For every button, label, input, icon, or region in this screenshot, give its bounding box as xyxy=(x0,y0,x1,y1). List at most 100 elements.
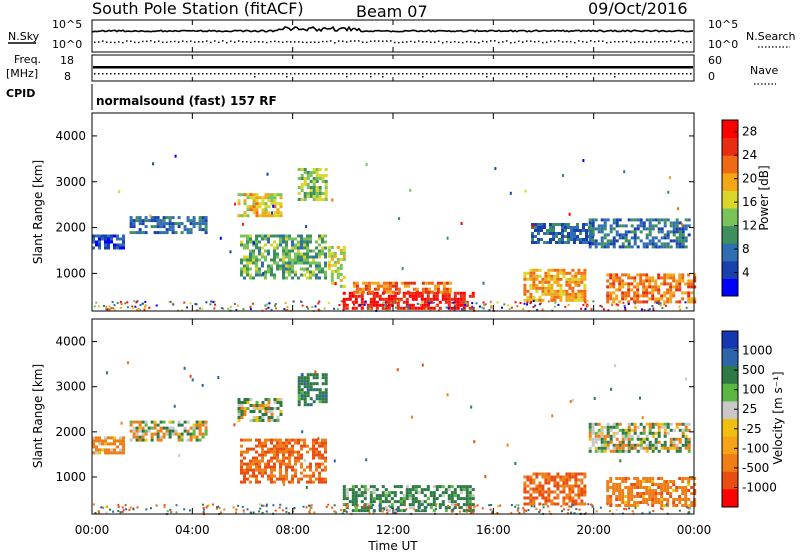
noise-cell xyxy=(532,300,535,302)
data-cell xyxy=(168,228,172,232)
data-cell xyxy=(288,453,291,457)
data-cell xyxy=(246,237,249,241)
data-cell xyxy=(110,240,113,244)
nave-point xyxy=(526,76,528,78)
x-tick-label: 08:00 xyxy=(275,523,310,537)
data-cell xyxy=(532,277,536,281)
data-cell xyxy=(568,493,572,497)
data-cell xyxy=(648,480,652,483)
data-cell xyxy=(423,303,427,307)
data-cell xyxy=(618,276,622,280)
noise-cell xyxy=(519,302,522,304)
data-cell xyxy=(159,219,163,223)
noise-cell xyxy=(183,366,186,370)
nave-point xyxy=(498,73,500,75)
data-cell xyxy=(648,422,652,426)
data-cell xyxy=(303,243,306,247)
data-cell xyxy=(318,195,322,198)
data-cell xyxy=(657,245,661,249)
data-cell xyxy=(294,459,297,463)
data-cell xyxy=(606,285,610,289)
data-cell xyxy=(198,423,202,427)
data-cell xyxy=(624,477,628,480)
data-cell xyxy=(288,456,291,460)
nsearch-tick-bottom: 10^0 xyxy=(708,38,738,51)
data-cell xyxy=(636,437,640,441)
data-cell xyxy=(642,300,646,304)
data-cell xyxy=(459,497,463,501)
data-cell xyxy=(639,218,643,222)
nsearch-point xyxy=(434,41,436,43)
colorbar-swatch xyxy=(722,190,738,209)
data-cell xyxy=(177,225,181,229)
data-cell xyxy=(243,407,247,410)
data-cell xyxy=(342,306,346,310)
data-cell xyxy=(333,254,337,258)
data-cell xyxy=(651,279,655,283)
data-cell xyxy=(261,199,265,203)
date-title: 09/Oct/2016 xyxy=(588,0,688,18)
data-cell xyxy=(306,394,310,398)
data-cell xyxy=(387,294,391,298)
data-cell xyxy=(138,423,142,427)
data-cell xyxy=(609,242,613,246)
nave-point xyxy=(334,73,336,75)
data-cell xyxy=(597,227,601,231)
nave-point xyxy=(462,73,464,75)
data-cell xyxy=(414,297,418,301)
data-cell xyxy=(648,425,652,429)
data-cell xyxy=(645,245,649,249)
nave-point xyxy=(666,73,668,75)
data-cell xyxy=(153,225,157,229)
data-cell xyxy=(636,477,640,480)
data-cell xyxy=(354,506,358,510)
data-cell xyxy=(441,485,445,489)
data-cell xyxy=(559,289,563,293)
data-cell xyxy=(576,238,579,241)
data-cell xyxy=(639,437,643,441)
data-cell xyxy=(122,451,125,455)
noise-cell xyxy=(129,506,132,509)
data-cell xyxy=(141,432,145,436)
noise-cell xyxy=(437,309,440,311)
nsearch-point xyxy=(154,41,156,43)
noise-cell xyxy=(272,204,275,208)
data-cell xyxy=(648,221,652,225)
data-cell xyxy=(576,229,579,232)
nsearch-point xyxy=(218,41,220,44)
data-cell xyxy=(562,274,566,278)
data-cell xyxy=(411,303,415,307)
data-cell xyxy=(246,258,249,262)
data-cell xyxy=(621,285,625,289)
data-cell xyxy=(666,273,670,277)
data-cell xyxy=(559,484,563,488)
data-cell xyxy=(282,276,285,280)
data-cell xyxy=(267,465,270,469)
data-cell xyxy=(642,291,646,295)
data-cell xyxy=(168,219,172,223)
data-cell xyxy=(110,436,113,440)
data-cell xyxy=(98,243,101,247)
data-cell xyxy=(168,216,172,220)
data-cell xyxy=(360,491,364,495)
data-cell xyxy=(642,282,646,286)
noise-cell xyxy=(634,302,637,305)
data-cell xyxy=(579,241,582,244)
nsearch-point xyxy=(162,41,164,44)
data-cell xyxy=(582,241,585,244)
data-cell xyxy=(648,443,652,447)
data-cell xyxy=(204,228,208,232)
noise-cell xyxy=(445,306,448,309)
colorbar-tick-label: 8 xyxy=(742,242,750,256)
nave-point xyxy=(174,73,176,75)
noise-cell xyxy=(237,304,239,307)
data-cell xyxy=(141,231,145,235)
data-cell xyxy=(421,290,425,294)
noise-cell xyxy=(659,302,662,305)
data-cell xyxy=(550,286,554,290)
noise-cell xyxy=(652,307,655,310)
data-cell xyxy=(648,276,652,280)
nsearch-point xyxy=(186,40,188,43)
data-cell xyxy=(366,509,370,513)
noise-cell xyxy=(514,462,517,465)
